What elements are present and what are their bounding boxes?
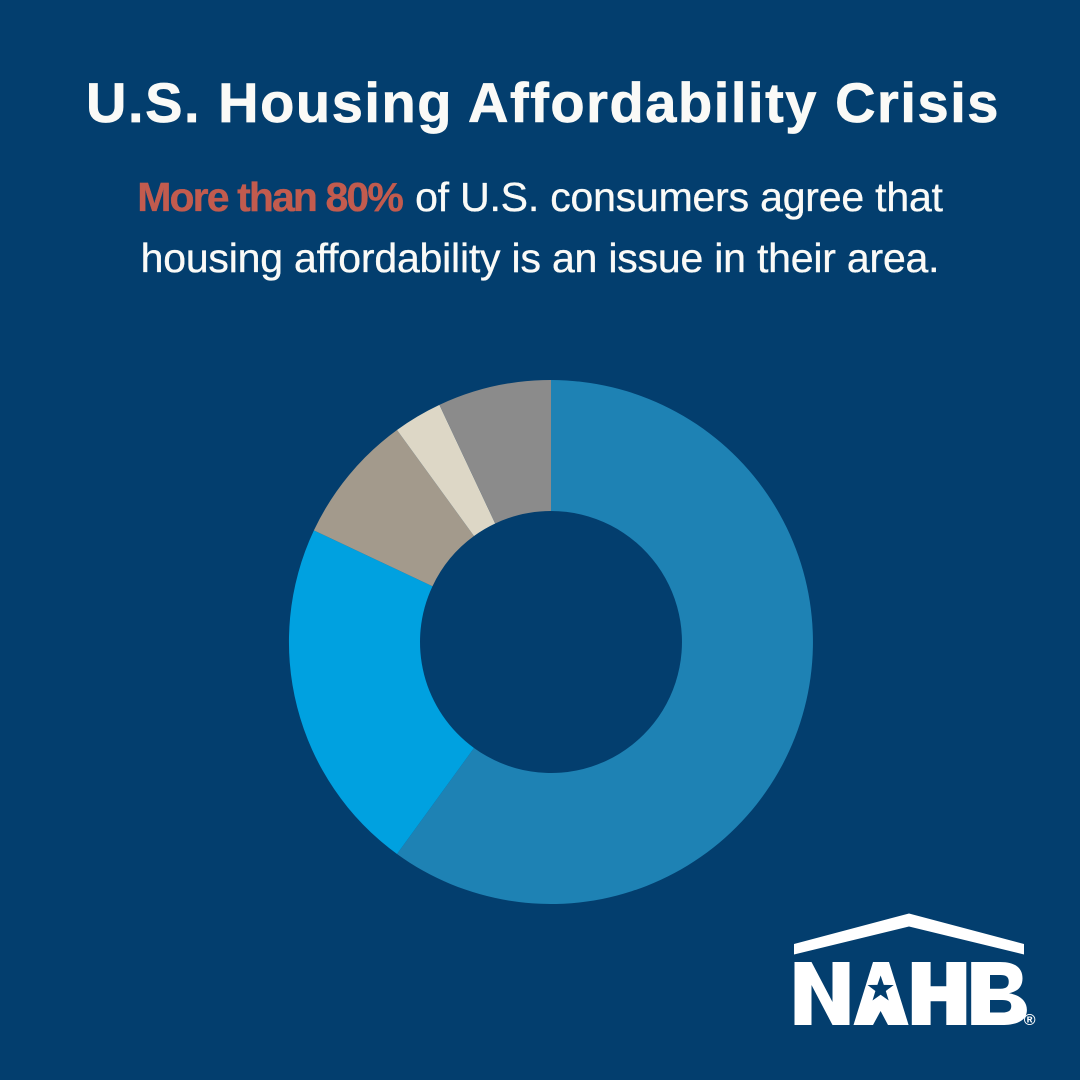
svg-text:®: ® [1024,1012,1036,1029]
